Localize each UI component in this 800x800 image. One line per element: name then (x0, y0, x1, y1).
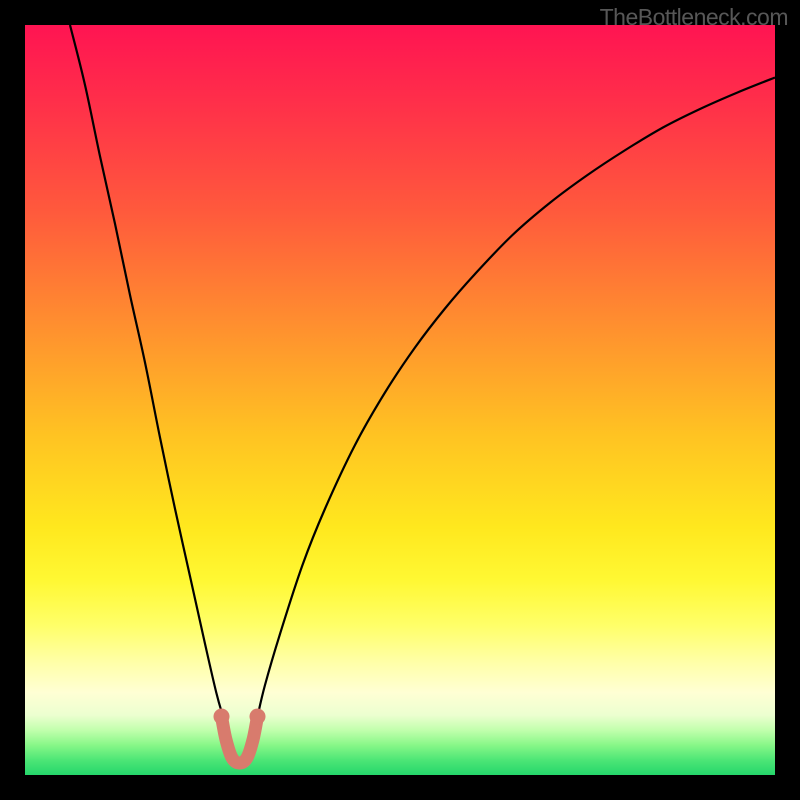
bottleneck-chart (0, 0, 800, 800)
valley-marker (250, 709, 266, 725)
watermark: TheBottleneck.com (600, 4, 788, 31)
valley-marker (214, 709, 230, 725)
chart-plot-area (25, 25, 775, 775)
chart-container: TheBottleneck.com (0, 0, 800, 800)
